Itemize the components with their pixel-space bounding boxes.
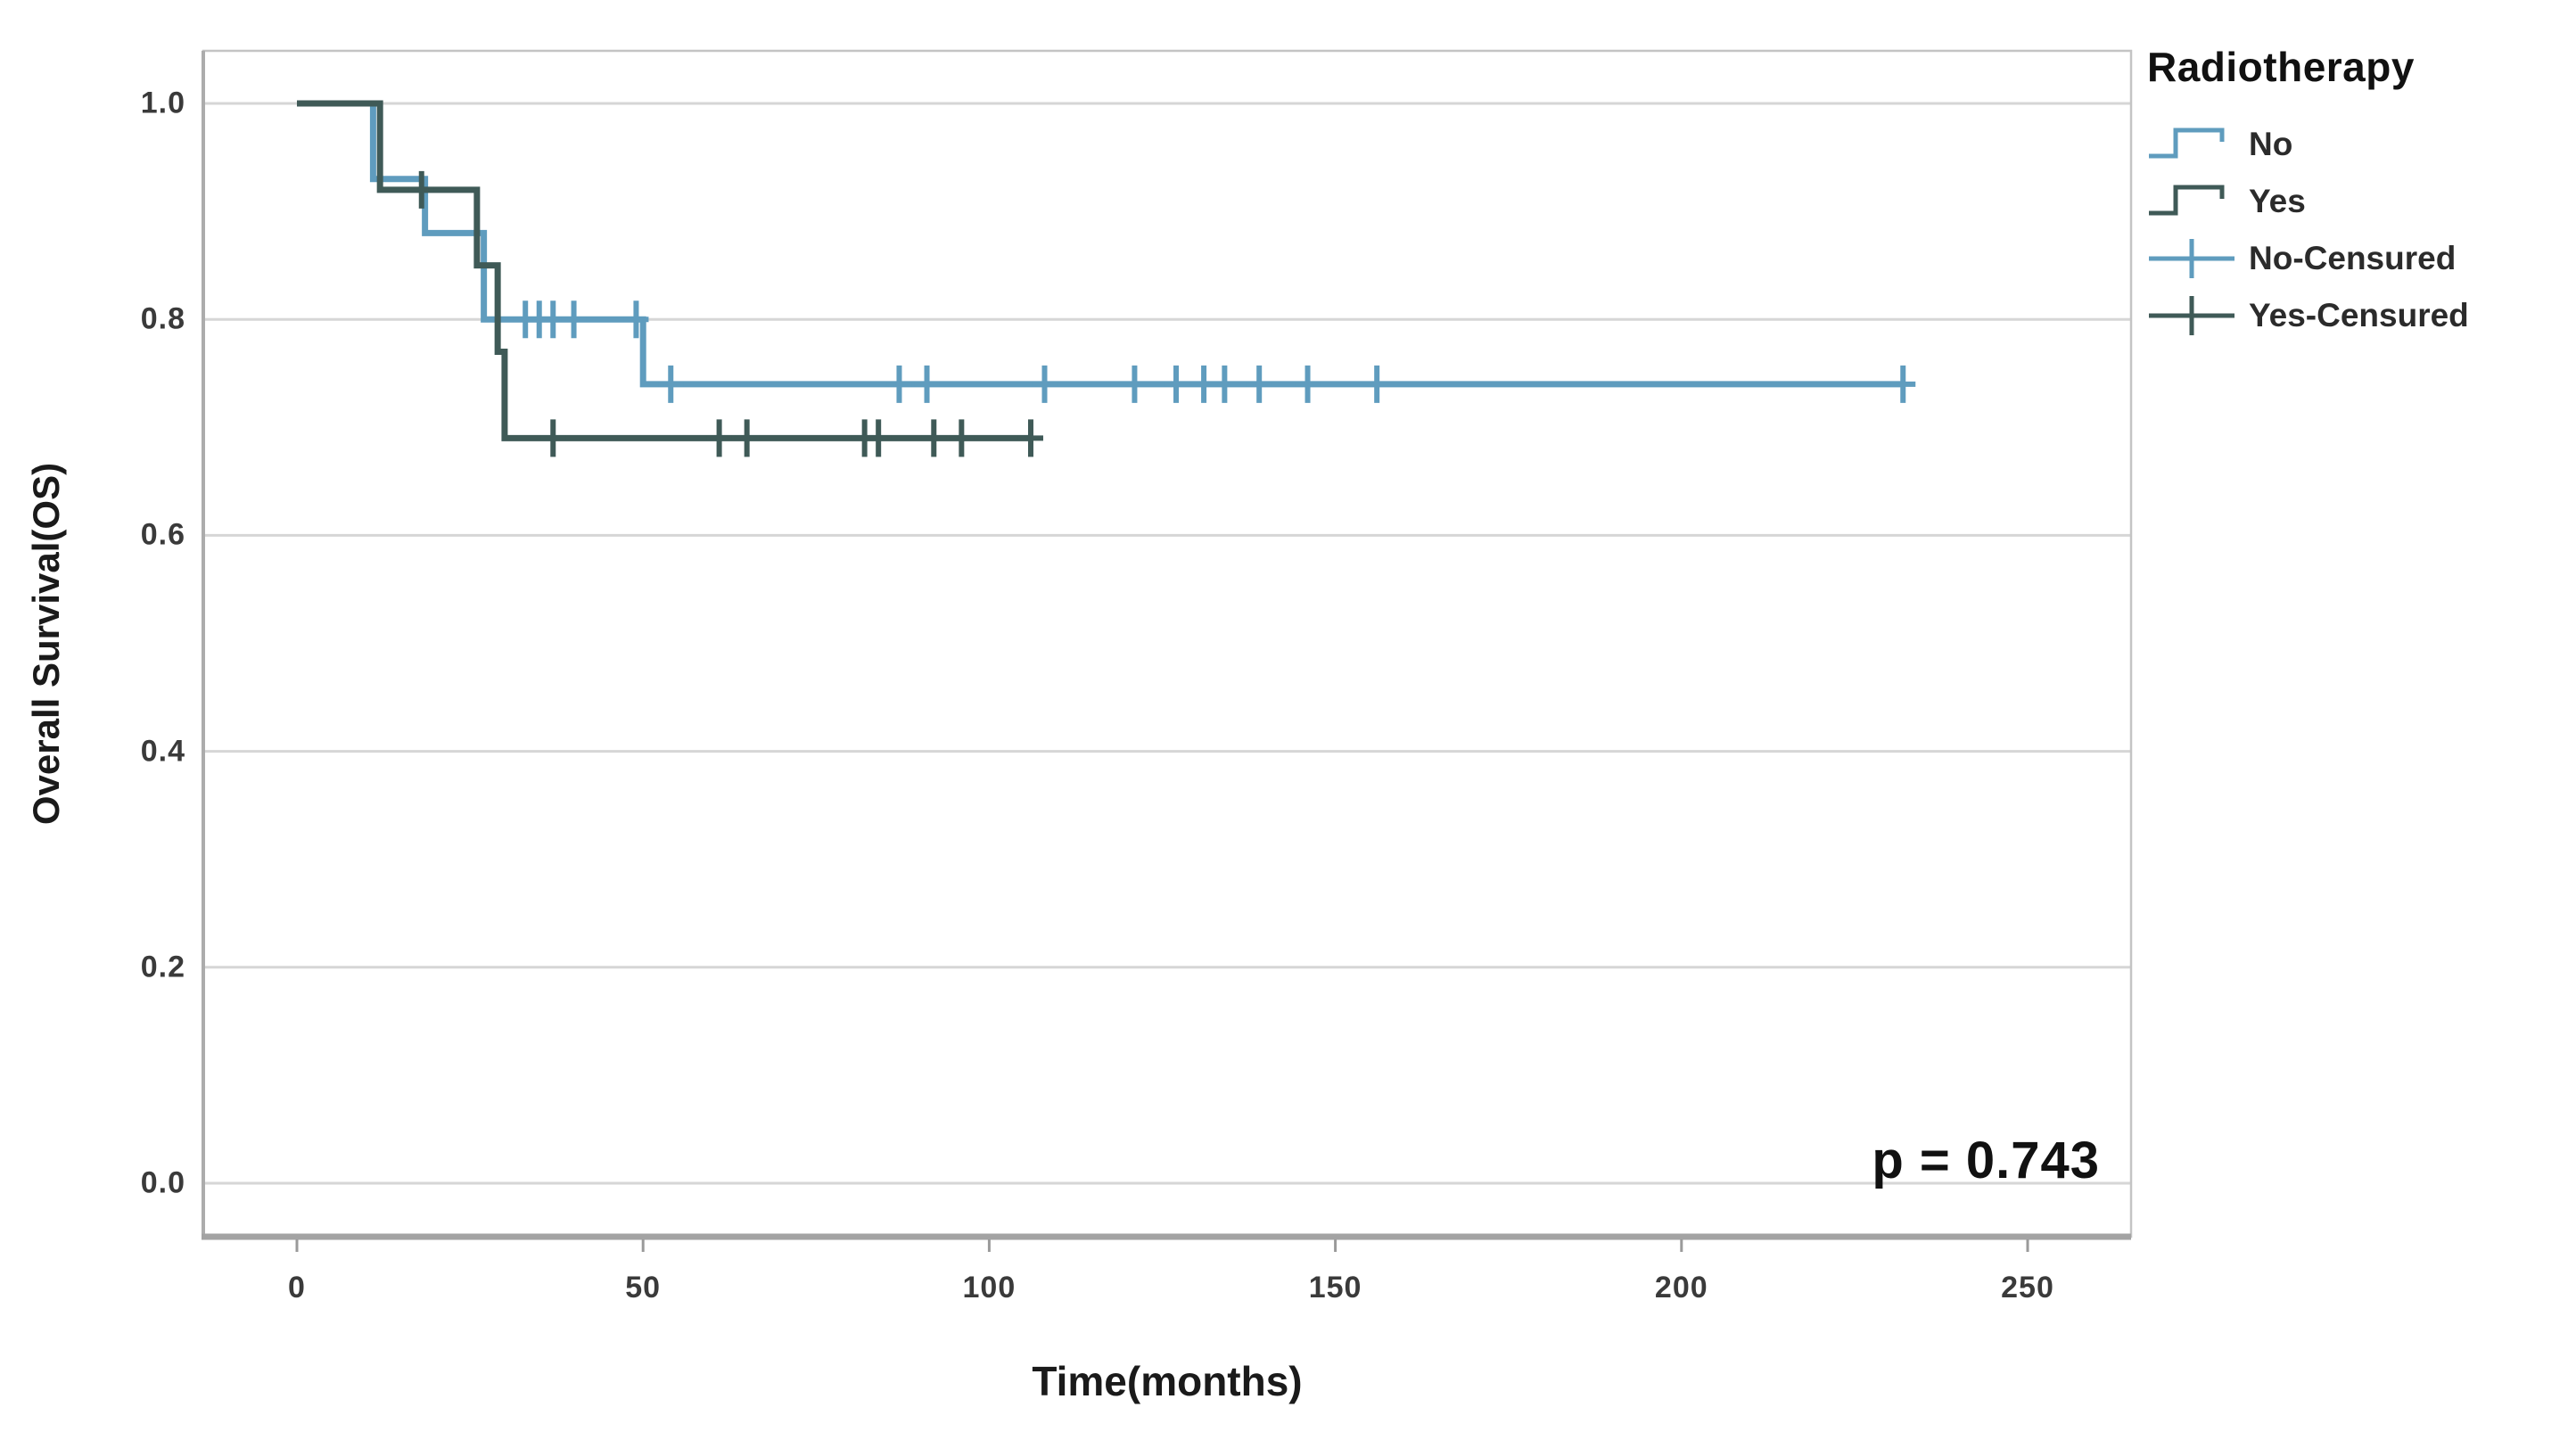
step-line-icon [2149, 128, 2225, 159]
legend-item-yes: Yes [2147, 173, 2566, 230]
y-tick-label-0.0: 0.0 [140, 1165, 185, 1200]
y-tick-label-0.4: 0.4 [140, 734, 185, 769]
survival-curve-no [297, 100, 1904, 388]
y-tick-label-0.6: 0.6 [140, 517, 185, 552]
legend-label: No-Censured [2249, 240, 2457, 276]
x-tick-label-150: 150 [1308, 1271, 1362, 1304]
y-axis-title: Overall Survival(OS) [25, 462, 67, 826]
survival-curve-yes [297, 100, 1031, 441]
x-tick-label-50: 50 [625, 1271, 662, 1304]
legend-label: Yes [2249, 183, 2306, 219]
legend-item-no: No [2147, 116, 2566, 173]
x-axis-title: Time(months) [1032, 1358, 1303, 1404]
legend-label: Yes-Censured [2249, 297, 2469, 333]
y-tick-label-1.0: 1.0 [140, 86, 185, 120]
y-tick-label-0.8: 0.8 [140, 301, 185, 336]
censor-plus-icon [2149, 296, 2234, 335]
step-line-icon [2149, 185, 2225, 216]
legend-item-no-censured: No-Censured [2147, 230, 2566, 287]
legend-item-yes-censured: Yes-Censured [2147, 287, 2566, 344]
plot-frame [202, 49, 2133, 1239]
legend-label: No [2249, 126, 2293, 162]
legend: Radiotherapy No Yes No-Censured Yes-Censure… [2147, 43, 2566, 344]
x-tick-label-250: 250 [2001, 1271, 2054, 1304]
y-tick-label-0.2: 0.2 [140, 950, 185, 984]
censor-plus-icon [2149, 239, 2234, 278]
legend-title: Radiotherapy [2147, 44, 2415, 90]
x-tick-label-0: 0 [288, 1271, 306, 1304]
legend-entries: No Yes No-Censured Yes-Censured [2147, 116, 2566, 344]
x-tick-label-100: 100 [962, 1271, 1016, 1304]
x-tick-label-200: 200 [1654, 1271, 1708, 1304]
p-value-annotation: p = 0.743 [1872, 1132, 2100, 1189]
